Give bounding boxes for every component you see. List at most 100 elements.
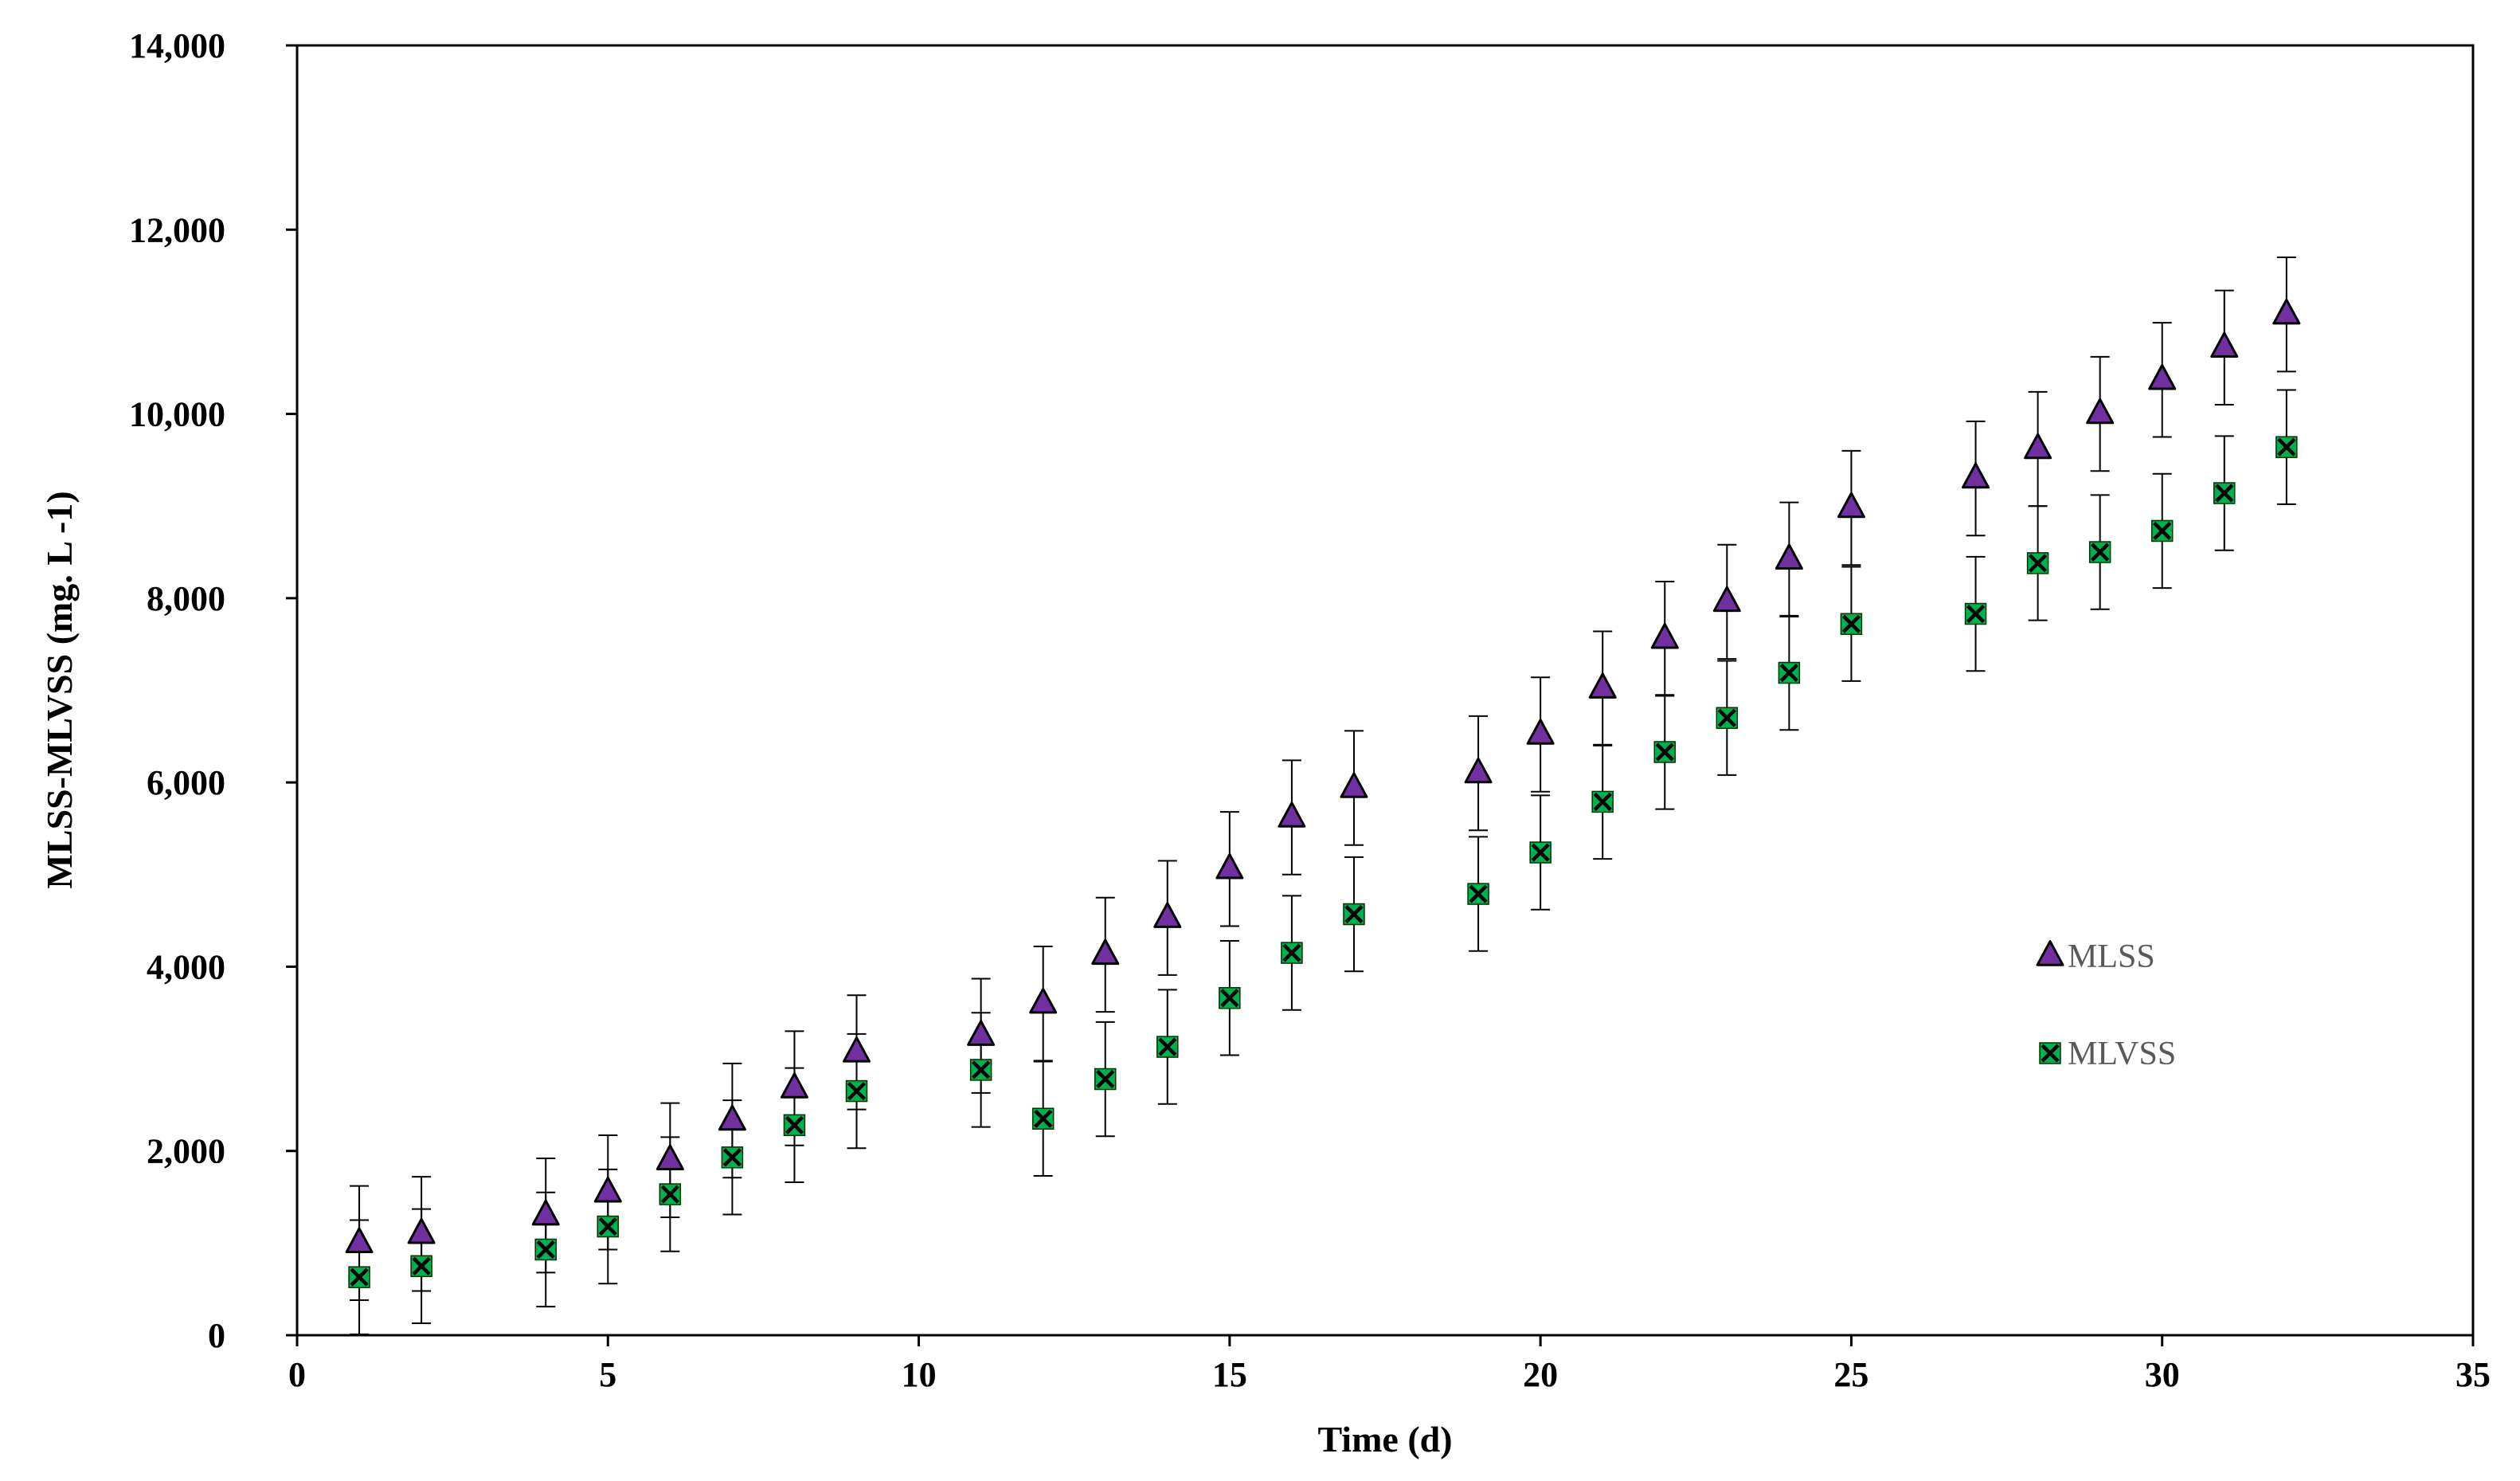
mlss-point: [1215, 852, 1244, 880]
marker-cross-stroke: [847, 1081, 867, 1101]
mlvss-point: [1840, 613, 1863, 635]
mlss-point: [345, 1227, 374, 1254]
marker-cross-stroke: [1034, 1109, 1053, 1128]
mlss-point: [2148, 363, 2177, 390]
mlss-point: [2210, 331, 2239, 358]
mlvss-point: [1094, 1068, 1117, 1091]
mlvss-point: [1716, 707, 1739, 729]
marker-cross-stroke: [1717, 708, 1736, 727]
marker-cross-stroke: [1655, 742, 1674, 762]
marker-cross-stroke: [2153, 521, 2172, 541]
mlss-point: [1029, 987, 1058, 1014]
mlvss-point: [1964, 602, 1987, 625]
marker-cross-stroke: [1096, 1069, 1115, 1089]
y-tick-label: 2,000: [147, 1132, 225, 1171]
mlss-point: [1837, 492, 1865, 519]
mlvss-point: [2088, 541, 2111, 563]
y-tick-label: 0: [208, 1316, 225, 1355]
mlss-point: [1712, 586, 1741, 613]
marker-layer: [345, 298, 2301, 1288]
mlss-point: [1650, 622, 1679, 649]
mlss-point: [718, 1104, 746, 1131]
mlss-point: [1340, 772, 1368, 798]
y-tick-label: 10,000: [129, 395, 225, 434]
mlss-point: [2024, 433, 2052, 460]
marker-cross-stroke: [2041, 1044, 2060, 1063]
mlvss-point: [2213, 482, 2236, 504]
marker-cross-stroke: [2029, 554, 2048, 573]
mlss-point: [407, 1217, 436, 1244]
mlvss-point: [597, 1215, 620, 1238]
mlvss-point: [969, 1059, 992, 1081]
mlss-point: [655, 1144, 684, 1170]
mlvss-point: [1467, 883, 1489, 905]
mlvss-point: [1591, 790, 1614, 813]
marker-cross-stroke: [2215, 484, 2234, 503]
mlvss-point: [845, 1079, 868, 1103]
mlvss-point: [721, 1146, 744, 1169]
marker-cross-stroke: [2277, 437, 2296, 456]
x-tick-label: 0: [288, 1355, 306, 1394]
mlvss-point: [1219, 986, 1241, 1009]
mlss-point: [967, 1020, 996, 1046]
mlss-point: [2086, 398, 2115, 425]
x-tick-label: 35: [2455, 1355, 2491, 1394]
marker-cross-stroke: [1593, 792, 1612, 812]
marker-cross-stroke: [598, 1217, 617, 1236]
marker-cross-stroke: [536, 1240, 555, 1260]
mlvss-point: [1529, 841, 1552, 864]
y-axis-title: MLSS-MLVSS (mg. L -1): [39, 491, 80, 888]
marker-cross-stroke: [1344, 904, 1364, 924]
mlss-point: [1278, 801, 1306, 828]
mlvss-point: [1653, 741, 1677, 763]
y-tick-label: 4,000: [147, 947, 225, 986]
mlvss-point: [783, 1114, 806, 1137]
mlvss-point: [659, 1183, 682, 1205]
marker-cross-stroke: [412, 1256, 431, 1275]
x-tick-label: 15: [1212, 1355, 1247, 1394]
marker-cross-stroke: [785, 1115, 804, 1134]
mlss-point: [1464, 757, 1493, 784]
legend-mlss-marker: [2036, 940, 2064, 966]
error-bar-layer: [350, 256, 2296, 1335]
marker-cross-stroke: [660, 1185, 679, 1204]
marker-cross-stroke: [350, 1267, 369, 1287]
mlvss-point: [1343, 903, 1365, 926]
marker-cross-stroke: [1841, 614, 1861, 633]
mlss-point: [1775, 543, 1803, 570]
y-tick-label: 12,000: [129, 210, 225, 249]
mlvss-point: [1031, 1107, 1055, 1130]
mlss-point: [2272, 298, 2301, 325]
mlvss-point: [2150, 519, 2174, 543]
legend-mlvss-marker: [2039, 1042, 2061, 1064]
mlss-point: [780, 1072, 808, 1099]
marker-cross-stroke: [1220, 989, 1239, 1008]
marker-cross-stroke: [1282, 943, 1301, 962]
mlvss-point: [410, 1255, 432, 1278]
mlss-point: [1962, 462, 1990, 489]
y-tick-label: 14,000: [129, 26, 225, 65]
mlvss-point: [1778, 661, 1801, 684]
mlss-point: [1153, 902, 1182, 928]
marker-cross-stroke: [1966, 604, 1986, 624]
x-tick-label: 20: [1523, 1355, 1558, 1394]
mlvss-point: [2275, 436, 2298, 458]
x-tick-label: 5: [599, 1355, 616, 1394]
marker-cross-stroke: [972, 1060, 991, 1079]
marker-cross-stroke: [1531, 843, 1550, 862]
marker-cross-stroke: [1779, 663, 1798, 683]
mlvss-point: [1156, 1036, 1179, 1058]
y-tick-label: 8,000: [147, 579, 225, 618]
x-tick-label: 25: [1833, 1355, 1868, 1394]
marker-cross-stroke: [722, 1148, 742, 1167]
mlss-point: [1526, 719, 1555, 745]
mlvss-point: [1281, 942, 1303, 964]
y-tick-label: 6,000: [147, 763, 225, 802]
mlss-point: [843, 1036, 871, 1063]
tick-layer: 0 5 10 15 20 25 30 35 0 2,000 4,000 6,000 8,000 10,00…: [129, 26, 2491, 1394]
marker-cross-stroke: [2091, 543, 2110, 562]
legend-mlvss-label: MLVSS: [2068, 1036, 2176, 1072]
x-axis-title: Time (d): [1317, 1419, 1452, 1459]
